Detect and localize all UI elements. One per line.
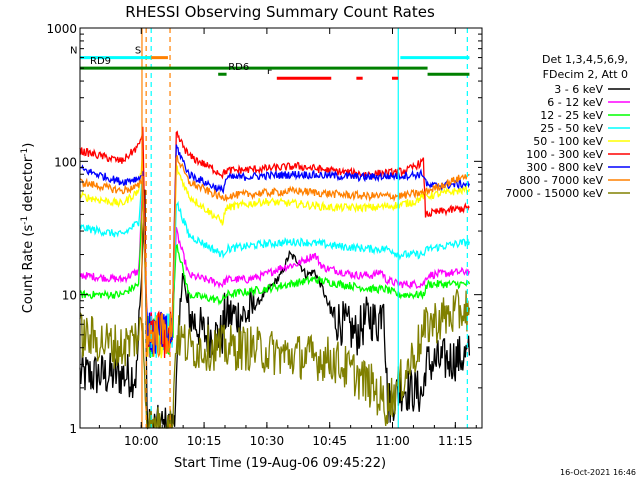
y-tick-label-1: 1 [69, 422, 77, 436]
legend-label-5: 50 - 100 keV [533, 135, 603, 148]
y-tick-label-4: 1000 [46, 22, 77, 36]
x-tick-label-6: 11:15 [438, 434, 473, 448]
legend-label-8: 800 - 7000 keV [519, 174, 603, 187]
flag-label-2: N [70, 46, 77, 57]
legend-label-4: 25 - 50 keV [540, 122, 603, 135]
y-tick-label-3: 100 [54, 155, 77, 169]
flag-label-7: RD9 [90, 56, 111, 67]
plot-frame [79, 27, 483, 429]
x-tick-label-1: 10:00 [124, 434, 159, 448]
x-tick-label-5: 11:00 [375, 434, 410, 448]
x-tick-label-2: 10:15 [187, 434, 222, 448]
flag-label-4: F [267, 66, 273, 77]
x-tick-label-3: 10:30 [250, 434, 285, 448]
legend-label-3: 12 - 25 keV [540, 109, 603, 122]
x-tick-label-4: 10:45 [312, 434, 347, 448]
chart-title: RHESSI Observing Summary Count Rates [125, 3, 435, 21]
legend-label-2: 6 - 12 keV [547, 96, 603, 109]
legend-label-6: 100 - 300 keV [526, 148, 603, 161]
legend-label-7: 300 - 800 keV [526, 161, 603, 174]
legend: Det 1,3,4,5,6,9, FDecim 2, Att 0 3 - 6 k… [505, 53, 630, 200]
flag-label-1: S [135, 46, 141, 57]
series-line-9 [79, 289, 471, 429]
y-axis: 1 10 100 1000 [46, 22, 482, 436]
legend-label-1: 3 - 6 keV [554, 83, 603, 96]
legend-label-9: 7000 - 15000 keV [505, 187, 603, 200]
y-tick-label-2: 10 [62, 289, 77, 303]
plot-area: S N F RD9 RD6 [70, 28, 471, 430]
flag-label-8: RD6 [228, 62, 249, 73]
x-axis: 10:00 10:15 10:30 10:45 11:00 11:15 [98, 28, 477, 448]
x-axis-label: Start Time (19-Aug-06 09:45:22) [174, 456, 386, 471]
legend-header-2: FDecim 2, Att 0 [543, 68, 628, 81]
y-axis-label: Count Rate (s-1 detector-1) [20, 143, 36, 314]
legend-header-1: Det 1,3,4,5,6,9, [542, 53, 628, 66]
series-line-8 [79, 155, 470, 358]
timestamp: 16-Oct-2021 16:46 [560, 468, 636, 477]
